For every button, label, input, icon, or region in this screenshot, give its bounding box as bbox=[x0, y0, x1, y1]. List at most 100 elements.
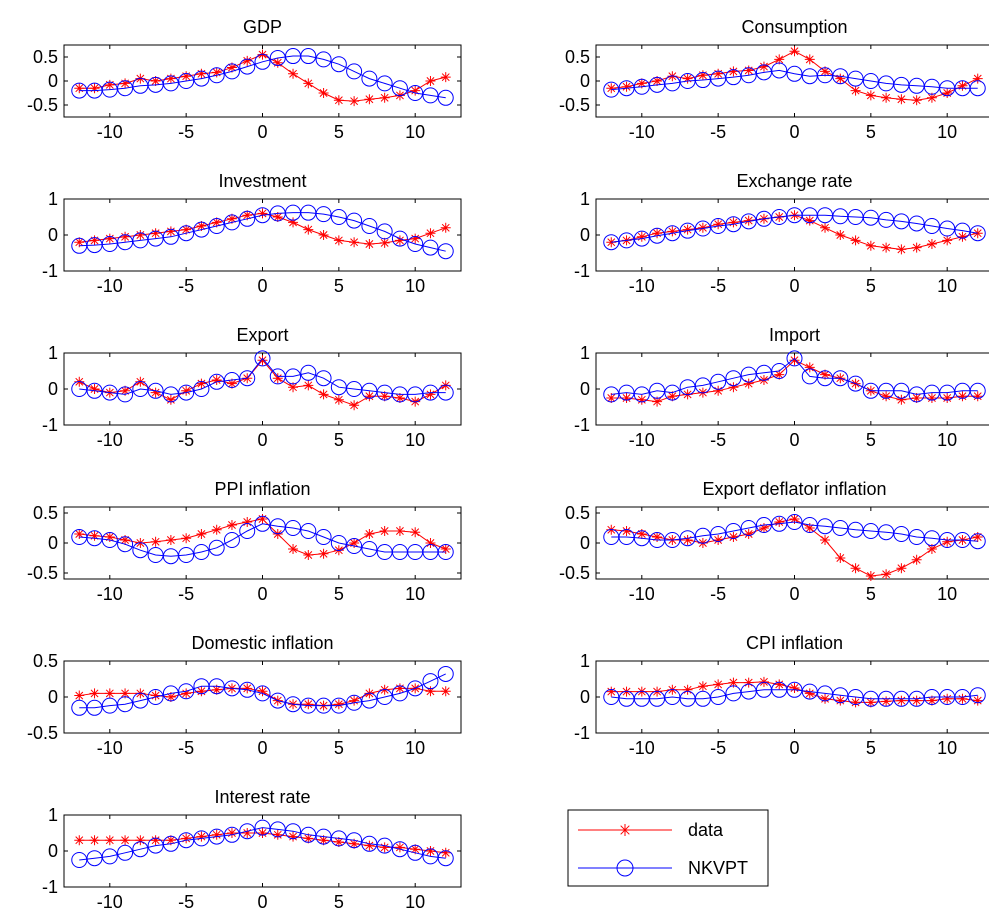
x-tick-label: -5 bbox=[178, 276, 194, 296]
data-point bbox=[713, 535, 724, 545]
data-point bbox=[303, 699, 314, 710]
data-point bbox=[743, 529, 754, 539]
nkvpt-point bbox=[193, 544, 210, 560]
data-point bbox=[636, 231, 647, 242]
data-point bbox=[972, 73, 983, 84]
data-point bbox=[911, 242, 922, 253]
data-point bbox=[865, 90, 876, 101]
data-point bbox=[440, 686, 451, 697]
nkvpt-line bbox=[79, 212, 446, 252]
data-point bbox=[942, 235, 953, 246]
nkvpt-line bbox=[611, 214, 978, 243]
nkvpt-point bbox=[664, 384, 681, 401]
x-tick-label: 5 bbox=[334, 892, 344, 912]
data-point bbox=[682, 73, 693, 84]
data-point bbox=[349, 838, 360, 849]
data-point bbox=[804, 54, 815, 65]
nkvpt-point bbox=[208, 67, 225, 84]
data-point bbox=[697, 681, 708, 692]
data-point bbox=[364, 239, 375, 249]
data-point bbox=[713, 385, 724, 396]
nkvpt-point bbox=[178, 683, 195, 700]
nkvpt-point bbox=[771, 363, 788, 379]
nkvpt-line bbox=[611, 689, 978, 700]
nkvpt-point bbox=[969, 687, 986, 704]
data-point bbox=[804, 523, 815, 533]
data-point bbox=[743, 677, 754, 688]
data-point bbox=[774, 369, 785, 380]
nkvpt-point bbox=[346, 538, 363, 554]
data-point bbox=[926, 544, 937, 554]
nkvpt-point bbox=[969, 533, 986, 550]
data-point bbox=[318, 548, 329, 559]
nkvpt-point bbox=[710, 373, 727, 390]
data-point bbox=[104, 233, 115, 244]
y-tick-label: 0 bbox=[580, 225, 590, 245]
x-tick-label: 5 bbox=[334, 584, 344, 604]
nkvpt-point bbox=[923, 218, 940, 234]
nkvpt-point bbox=[664, 75, 681, 92]
x-tick-label: 5 bbox=[334, 122, 344, 142]
y-tick-label: 0.5 bbox=[33, 503, 58, 523]
x-tick-label: -10 bbox=[97, 738, 123, 758]
data-point bbox=[942, 393, 953, 403]
nkvpt-point bbox=[86, 699, 103, 716]
data-point bbox=[104, 532, 115, 542]
nkvpt-point bbox=[679, 530, 696, 547]
subplot-consumption: Consumption -10 -5 0 5 10 0.5 0 -0.5 bbox=[559, 17, 989, 142]
subplot-title: Export bbox=[236, 325, 288, 345]
data-point bbox=[165, 835, 176, 846]
y-tick-label: 0.5 bbox=[33, 47, 58, 67]
data-point bbox=[333, 235, 344, 246]
data-point bbox=[150, 228, 161, 239]
x-tick-label: -10 bbox=[97, 122, 123, 142]
nkvpt-point bbox=[862, 209, 879, 226]
nkvpt-point bbox=[346, 63, 363, 80]
data-point bbox=[272, 829, 283, 840]
data-point bbox=[226, 828, 237, 838]
legend: data NKVPT bbox=[567, 809, 769, 887]
nkvpt-point bbox=[223, 214, 240, 231]
subplot-export-deflator-inflation: Export deflator inflation -10 -5 0 5 10 0.5 0 -0… bbox=[559, 479, 989, 604]
nkvpt-point bbox=[300, 523, 317, 539]
data-point bbox=[440, 544, 451, 554]
y-tick-label: 0 bbox=[48, 533, 58, 553]
data-point bbox=[89, 688, 100, 699]
nkvpt-point bbox=[193, 70, 210, 87]
x-tick-label: -10 bbox=[629, 584, 655, 604]
data-point bbox=[820, 369, 831, 380]
data-point bbox=[850, 563, 861, 574]
data-point bbox=[89, 235, 100, 246]
nkvpt-point bbox=[117, 536, 134, 553]
data-point bbox=[196, 529, 207, 539]
nkvpt-point bbox=[178, 384, 195, 401]
data-point bbox=[881, 92, 892, 103]
y-tick-label: -0.5 bbox=[27, 95, 58, 115]
data-point bbox=[349, 400, 360, 411]
x-tick-label: -5 bbox=[710, 738, 726, 758]
data-point bbox=[911, 95, 922, 106]
data-point bbox=[104, 688, 115, 699]
nkvpt-point bbox=[361, 70, 378, 87]
data-point bbox=[425, 76, 436, 86]
y-tick-label: 0.5 bbox=[33, 651, 58, 671]
nkvpt-point bbox=[710, 526, 727, 542]
data-point bbox=[364, 529, 375, 539]
nkvpt-line bbox=[611, 69, 978, 91]
data-point bbox=[835, 553, 846, 563]
data-point bbox=[272, 212, 283, 222]
data-point bbox=[621, 81, 632, 92]
nkvpt-point bbox=[954, 222, 971, 239]
data-point bbox=[957, 80, 968, 91]
nkvpt-point bbox=[649, 227, 666, 244]
data-point bbox=[394, 393, 405, 403]
data-point bbox=[120, 688, 131, 699]
x-tick-label: -5 bbox=[710, 584, 726, 604]
data-point bbox=[743, 65, 754, 76]
nkvpt-point bbox=[239, 58, 256, 75]
data-point bbox=[196, 686, 207, 697]
data-point bbox=[211, 684, 222, 695]
nkvpt-point bbox=[422, 87, 439, 104]
data-point bbox=[440, 222, 451, 233]
